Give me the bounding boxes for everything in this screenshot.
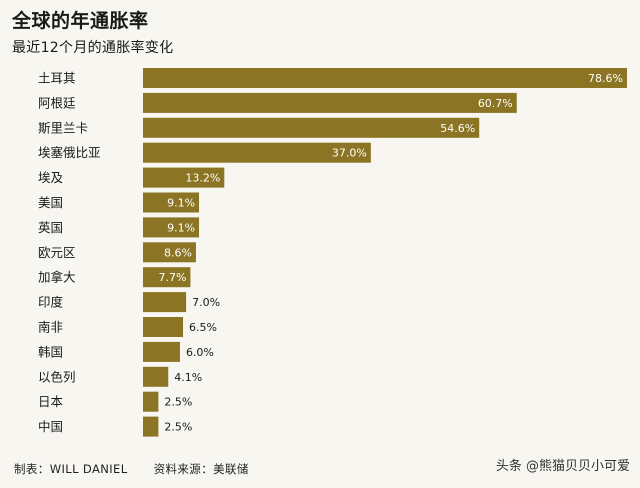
value-label: 9.1% xyxy=(167,221,195,234)
chart-title: 全球的年通胀率 xyxy=(12,10,149,32)
value-label: 4.1% xyxy=(174,371,202,384)
value-label: 2.5% xyxy=(164,421,192,434)
category-label: 英国 xyxy=(38,220,63,235)
bar xyxy=(143,317,184,337)
bar xyxy=(143,242,196,263)
category-label: 韩国 xyxy=(38,344,63,359)
category-label: 土耳其 xyxy=(38,71,76,86)
category-label: 美国 xyxy=(38,195,63,210)
credit-text: 制表：WILL DANIEL xyxy=(14,462,128,476)
value-label: 6.5% xyxy=(189,321,217,334)
category-label: 阿根廷 xyxy=(38,95,76,110)
category-label: 斯里兰卡 xyxy=(38,120,88,135)
bar xyxy=(143,416,159,437)
bar xyxy=(143,92,517,113)
watermark-text: 头条 @熊猫贝贝小可爱 xyxy=(495,459,630,474)
chart-subtitle: 最近12个月的通胀率变化 xyxy=(12,40,174,56)
category-label: 印度 xyxy=(38,295,64,310)
bar xyxy=(143,391,159,412)
category-label: 埃塞俄比亚 xyxy=(38,145,101,160)
value-label: 6.0% xyxy=(186,346,214,359)
value-label: 13.2% xyxy=(185,172,220,185)
bar xyxy=(143,292,187,313)
bar xyxy=(143,68,627,88)
category-label: 日本 xyxy=(38,394,64,409)
value-label: 54.6% xyxy=(440,122,475,135)
category-label: 欧元区 xyxy=(38,245,76,260)
value-label: 78.6% xyxy=(588,72,623,85)
value-label: 8.6% xyxy=(164,246,192,259)
value-label: 7.7% xyxy=(158,271,186,284)
value-label: 60.7% xyxy=(478,97,513,110)
category-label: 南非 xyxy=(38,320,63,335)
bar xyxy=(143,167,225,188)
value-label: 2.5% xyxy=(164,396,192,409)
value-label: 9.1% xyxy=(167,197,195,210)
bar xyxy=(143,267,191,288)
value-label: 37.0% xyxy=(332,147,367,160)
bar-chart: 土耳其 78.6% 阿根廷 60.7% 斯里兰卡 54.6% 埃塞俄比亚 37.0% 埃及 13.… xyxy=(38,68,627,437)
bar xyxy=(143,117,480,138)
bar xyxy=(143,142,371,163)
bar xyxy=(143,217,200,238)
category-label: 加拿大 xyxy=(38,270,76,285)
value-label: 7.0% xyxy=(192,296,220,309)
bar xyxy=(143,341,180,362)
category-label: 以色列 xyxy=(38,369,76,384)
footer: 制表：WILL DANIEL 资料来源：美联储 xyxy=(14,461,249,477)
category-label: 中国 xyxy=(38,419,63,434)
bar xyxy=(143,192,200,213)
bar xyxy=(143,366,169,387)
source-text: 资料来源：美联储 xyxy=(153,462,249,476)
category-label: 埃及 xyxy=(38,170,64,185)
